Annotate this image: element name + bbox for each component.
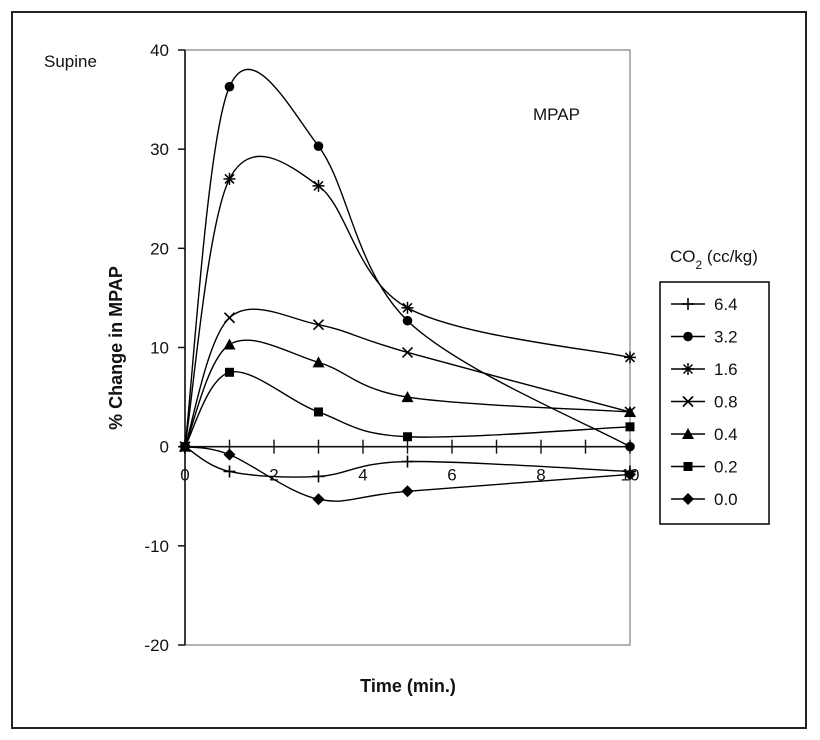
- legend: 6.4 3.2 1.6 0.8 0.4 0.2 0.0: [659, 281, 770, 525]
- legend-label-1: 3.2: [714, 328, 738, 347]
- supine-label: Supine: [44, 52, 97, 71]
- legend-label-6: 0.0: [714, 490, 738, 509]
- series-2-point-3: [401, 301, 414, 314]
- series-0-point-1: [223, 465, 236, 478]
- legend-marker-2: [682, 363, 694, 375]
- y-tick-label-3: 10: [150, 339, 169, 358]
- legend-title: CO2 (cc/kg): [670, 247, 758, 272]
- series-6-point-3: [401, 485, 414, 498]
- series-2-point-2: [312, 179, 325, 192]
- series-3-point-1: [223, 312, 236, 324]
- series-0-point-2: [312, 470, 325, 483]
- figure-frame: [11, 11, 807, 729]
- series-6-point-2: [312, 493, 325, 506]
- series-line-3: [184, 308, 631, 447]
- legend-label-3: 0.8: [714, 393, 738, 412]
- plot-border: [184, 49, 631, 646]
- series-line-4: [184, 339, 631, 447]
- series-4-point-3: [401, 391, 414, 403]
- series-3-point-2: [312, 319, 325, 331]
- legend-marker-0: [682, 298, 694, 310]
- y-axis-title: % Change in MPAP: [106, 266, 126, 430]
- series-6-point-0: [179, 440, 191, 453]
- legend-marker-4: [682, 428, 694, 439]
- legend-label-5: 0.2: [714, 458, 738, 477]
- series-line-5: [184, 370, 631, 448]
- series-3-point-3: [401, 346, 414, 359]
- series-5-point-4: [625, 422, 635, 432]
- series-5-point-2: [314, 407, 323, 417]
- series-1-point-1: [224, 81, 235, 92]
- legend-title-unit: (cc/kg): [702, 247, 758, 266]
- legend-marker-3: [682, 395, 694, 408]
- plot-area: -20-100102030400246810: [144, 41, 639, 655]
- series-4-point-4: [624, 405, 636, 417]
- x-tick-label-3: 6: [447, 466, 456, 485]
- series-6-point-1: [223, 448, 236, 461]
- x-tick-label-0: 0: [180, 466, 189, 485]
- legend-marker-1: [683, 331, 693, 342]
- legend-title-main: CO: [670, 247, 696, 266]
- chart-title: MPAP: [533, 105, 580, 124]
- x-axis-title: Time (min.): [360, 676, 456, 696]
- y-tick-label-0: -20: [144, 636, 169, 655]
- y-tick-label-4: 20: [150, 239, 169, 258]
- legend-label-0: 6.4: [714, 295, 738, 314]
- legend-label-2: 1.6: [714, 360, 738, 379]
- y-tick-label-1: -10: [144, 537, 169, 556]
- legend-label-4: 0.4: [714, 425, 738, 444]
- series-5-point-3: [403, 432, 412, 442]
- y-tick-label-2: 0: [160, 438, 169, 457]
- x-tick-label-1: 2: [269, 466, 278, 485]
- series-1-point-3: [402, 315, 413, 326]
- series-4-point-2: [312, 356, 325, 368]
- series-5-point-1: [225, 367, 234, 377]
- legend-marker-6: [682, 493, 694, 505]
- series-2-point-1: [223, 172, 236, 185]
- series-line-2: [184, 155, 631, 447]
- series-0-point-3: [401, 455, 414, 468]
- legend-box: [659, 281, 770, 525]
- series-4-point-1: [223, 338, 236, 350]
- series-2-point-4: [624, 351, 636, 364]
- legend-title-sub: 2: [696, 258, 703, 272]
- series-line-1: [184, 68, 631, 448]
- legend-marker-5: [683, 462, 693, 471]
- y-tick-label-6: 40: [150, 41, 169, 60]
- series-1-point-4: [625, 441, 635, 452]
- x-tick-label-2: 4: [358, 466, 367, 485]
- y-tick-label-5: 30: [150, 140, 169, 159]
- series-6-point-4: [624, 468, 636, 481]
- series-line-0: [184, 446, 631, 478]
- x-tick-label-4: 8: [536, 466, 545, 485]
- series-1-point-2: [313, 141, 324, 151]
